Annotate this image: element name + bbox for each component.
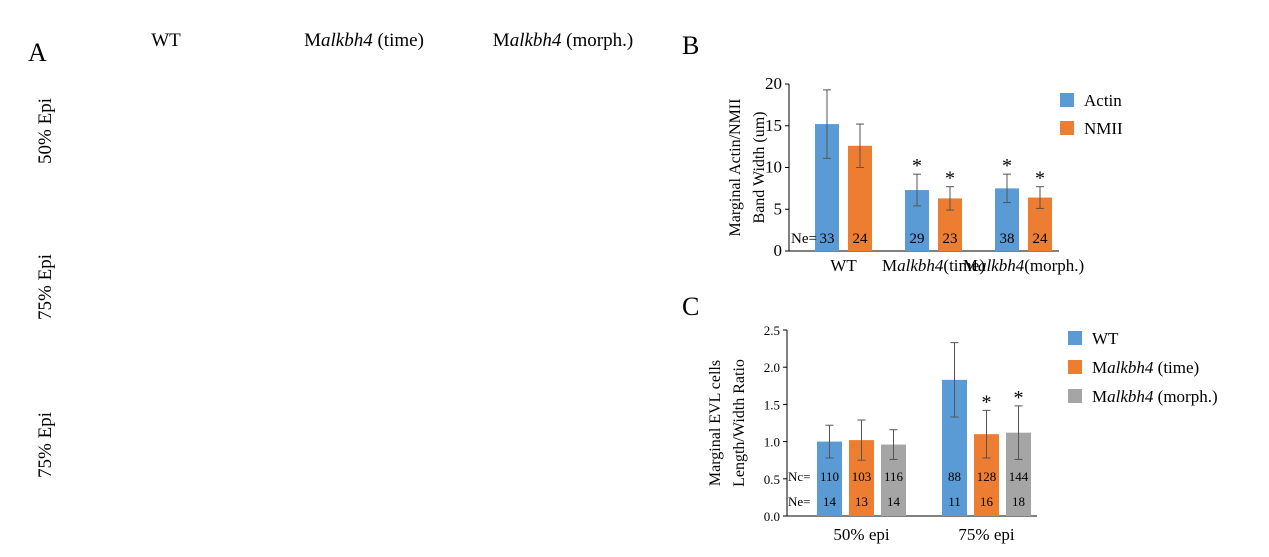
- nc-label: 144: [1009, 469, 1029, 484]
- y-tick-label: 0.0: [764, 509, 780, 524]
- scale-bar: [80, 198, 122, 200]
- n-label: 24: [1033, 231, 1049, 247]
- legend-swatch: [1068, 389, 1082, 403]
- y-tick-label: 10: [765, 158, 782, 177]
- significance-star: *: [982, 391, 992, 413]
- nc-label: 103: [852, 469, 872, 484]
- ne-label: 16: [980, 494, 994, 509]
- ne-label: 14: [823, 494, 837, 509]
- x-tick-label: 50% epi: [833, 525, 889, 544]
- panel-b-letter: B: [682, 31, 699, 60]
- n-label: 29: [910, 231, 925, 247]
- col-title-morph: Malkbh4 (morph.): [492, 30, 634, 51]
- y-tick-label: 0.5: [764, 472, 780, 487]
- n-label: 38: [1000, 231, 1015, 247]
- legend-label: Actin: [1084, 91, 1122, 110]
- y-tick-label: 2.0: [764, 360, 780, 375]
- legend-label: Malkbh4 (time): [1092, 358, 1199, 377]
- significance-star: *: [945, 168, 955, 190]
- ne-label: 13: [855, 494, 868, 509]
- y-tick-label: 2.5: [764, 323, 780, 338]
- micrograph-grid: [68, 55, 662, 523]
- y-tick-label: 1.0: [764, 435, 780, 450]
- y-axis-label-line1: Marginal Actin/NMII: [727, 99, 744, 237]
- ne-prefix: Ne=: [788, 494, 811, 509]
- x-tick-label: 75% epi: [958, 525, 1014, 544]
- n-label: 33: [820, 231, 835, 247]
- ne-label: 18: [1012, 494, 1025, 509]
- nc-prefix: Nc=: [788, 469, 811, 484]
- y-tick-label: 15: [765, 116, 782, 135]
- legend-swatch: [1060, 121, 1074, 135]
- scale-bar-label: 50 µm: [78, 176, 120, 193]
- row-label-75-epi-green: 75% Epi: [35, 412, 56, 478]
- y-tick-label: 5: [774, 199, 783, 218]
- col-title-time: Malkbh4 (time): [304, 30, 424, 51]
- significance-star: *: [1014, 387, 1024, 409]
- significance-star: *: [912, 155, 922, 177]
- legend-label: Malkbh4 (morph.): [1092, 387, 1218, 406]
- legend-swatch: [1068, 360, 1082, 374]
- significance-star: *: [1002, 155, 1012, 177]
- nc-label: 110: [820, 469, 839, 484]
- panel-a-letter: A: [28, 38, 47, 67]
- nc-label: 116: [884, 469, 904, 484]
- ne-label: 14: [887, 494, 901, 509]
- legend-swatch: [1060, 93, 1074, 107]
- legend-label: WT: [1092, 329, 1119, 348]
- x-tick-label: Malkbh4(time): [882, 256, 985, 275]
- y-tick-label: 1.5: [764, 397, 780, 412]
- n-prefix: Ne=: [791, 231, 817, 247]
- y-axis-label-line1: Marginal EVL cells: [707, 360, 724, 486]
- y-axis-label-line2: Length/Width Ratio: [731, 359, 748, 487]
- nc-label: 88: [948, 469, 961, 484]
- y-axis-label-line2: Band Width (um): [751, 112, 768, 224]
- y-axis-label: Marginal Actin/NMII Band Width (um): [727, 99, 768, 237]
- row-label-50-epi: 50% Epi: [35, 98, 56, 164]
- y-tick-label: 20: [765, 74, 782, 93]
- y-axis-label: Marginal EVL cells Length/Width Ratio: [707, 359, 748, 487]
- chart-b: B Marginal Actin/NMII Band Width (um) 0 5 10 1…: [682, 31, 1123, 275]
- n-label: 24: [853, 231, 869, 247]
- ne-label: 11: [948, 494, 961, 509]
- row-label-75-epi: 75% Epi: [35, 254, 56, 320]
- panel-c-letter: C: [682, 292, 699, 321]
- chart-c: C Marginal EVL cells Length/Width Ratio 0.0…: [682, 292, 1218, 544]
- legend-label: NMII: [1084, 119, 1123, 138]
- x-tick-label: Malkbh4(morph.): [963, 256, 1084, 275]
- y-tick-label: 0: [774, 241, 783, 260]
- significance-star: *: [1035, 168, 1045, 190]
- legend-swatch: [1068, 331, 1082, 345]
- nc-label: 128: [977, 469, 997, 484]
- col-title-wt: WT: [151, 30, 181, 51]
- x-tick-label: WT: [830, 256, 857, 275]
- n-label: 23: [943, 231, 958, 247]
